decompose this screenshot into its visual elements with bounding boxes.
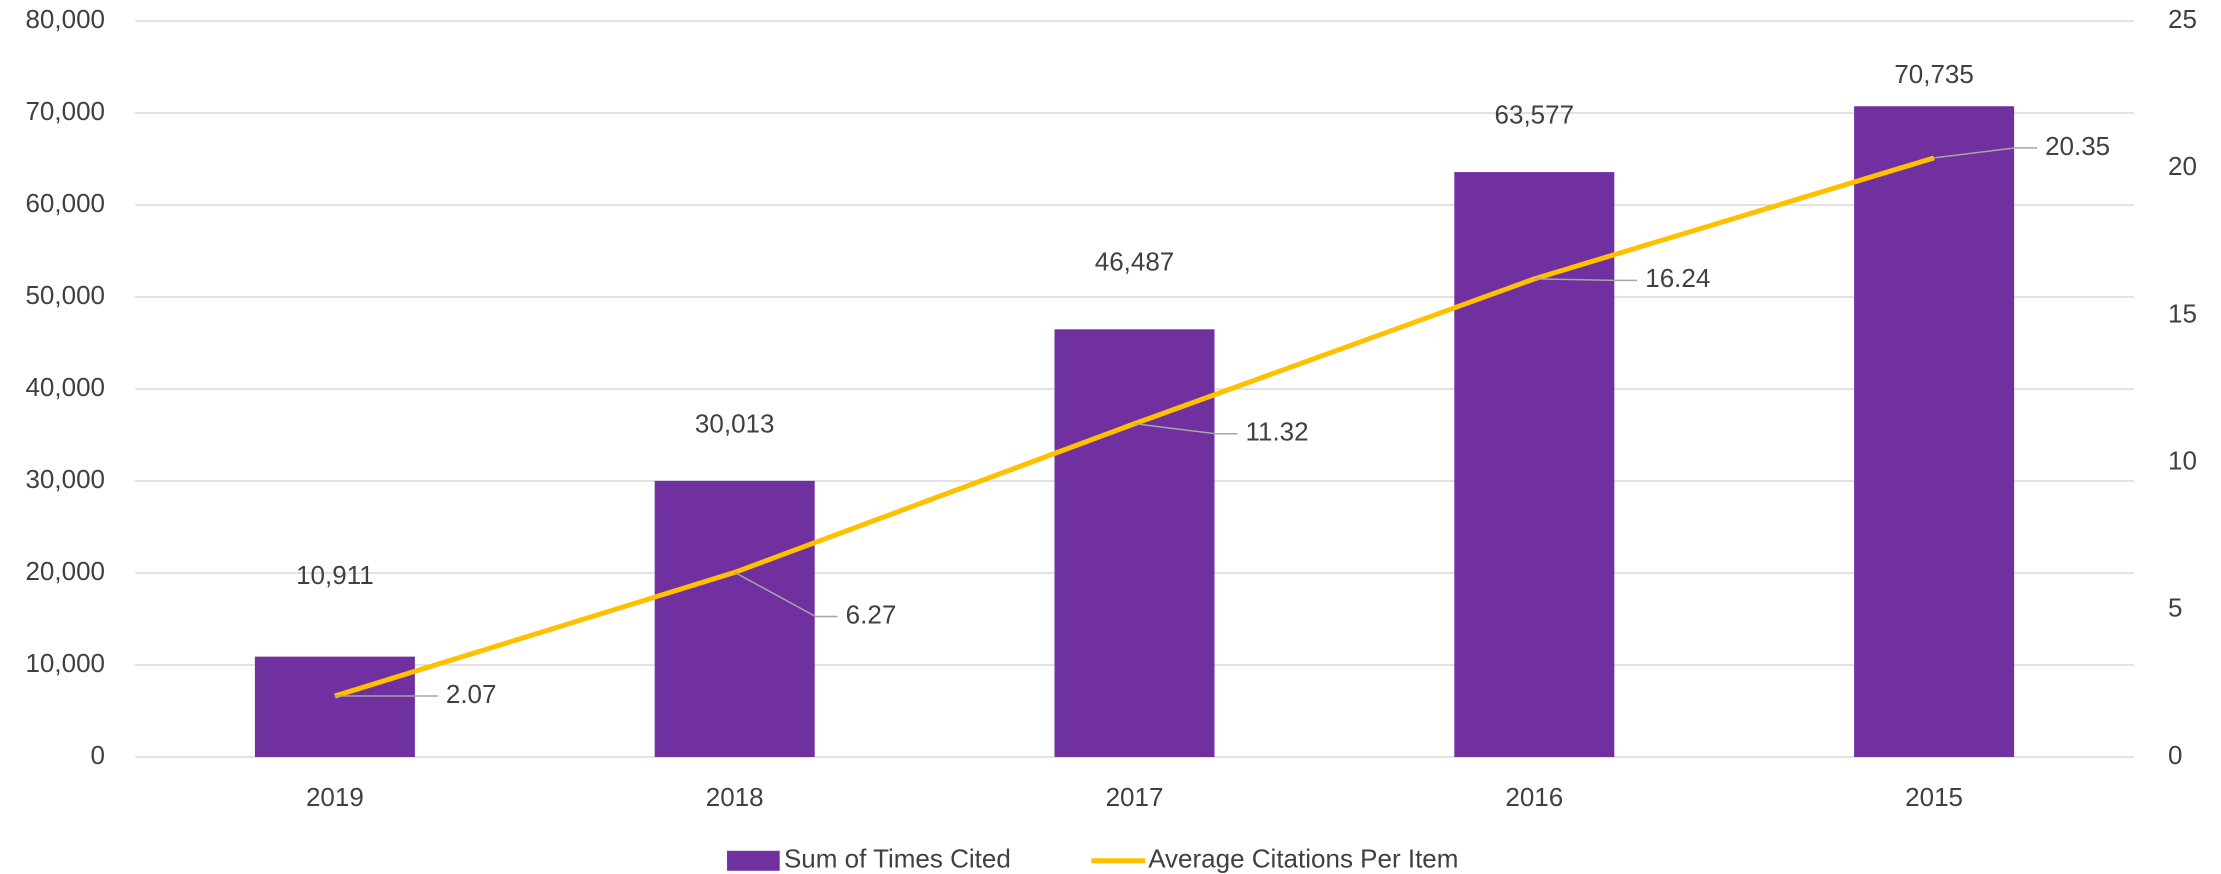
x-tick-label: 2019 <box>306 782 364 812</box>
data-label: 16.24 <box>1645 263 1710 293</box>
data-label: 30,013 <box>695 408 775 438</box>
bar <box>254 656 415 757</box>
data-label: 63,577 <box>1495 99 1575 129</box>
y-tick-label: 10,000 <box>25 648 105 678</box>
y2-tick-label: 25 <box>2168 4 2197 34</box>
data-label: 46,487 <box>1095 247 1175 277</box>
data-label: 2.07 <box>446 679 497 709</box>
bar <box>1454 172 1615 757</box>
y-tick-label: 70,000 <box>25 96 105 126</box>
leader-line <box>1534 278 1638 282</box>
data-label: 70,735 <box>1894 59 1974 89</box>
y-tick-label: 30,000 <box>25 464 105 494</box>
y-tick-label: 50,000 <box>25 280 105 310</box>
data-label: 20.35 <box>2045 131 2110 161</box>
y2-tick-label: 15 <box>2168 298 2197 328</box>
data-label: 10,911 <box>296 560 374 590</box>
y2-tick-label: 5 <box>2168 593 2182 623</box>
legend-label: Average Citations Per Item <box>1148 844 1458 874</box>
y2-tick-label: 10 <box>2168 445 2197 475</box>
y2-tick-label: 0 <box>2168 740 2182 770</box>
legend-label: Sum of Times Cited <box>784 844 1011 874</box>
leader-line <box>1134 422 1238 435</box>
x-tick-label: 2015 <box>1905 782 1963 812</box>
leader-line <box>734 571 838 618</box>
y2-tick-label: 20 <box>2168 151 2197 181</box>
x-tick-label: 2016 <box>1505 782 1563 812</box>
bar <box>1854 106 2015 758</box>
bar <box>1054 329 1215 757</box>
y-tick-label: 60,000 <box>25 188 105 218</box>
x-tick-label: 2018 <box>706 782 764 812</box>
x-tick-label: 2017 <box>1106 782 1164 812</box>
y-tick-label: 0 <box>91 740 105 770</box>
leader-line <box>1934 147 2038 159</box>
y-tick-label: 20,000 <box>25 556 105 586</box>
bar <box>654 480 815 757</box>
y-tick-label: 80,000 <box>25 4 105 34</box>
data-label: 11.32 <box>1245 417 1308 447</box>
legend-swatch <box>727 850 780 871</box>
y-tick-label: 40,000 <box>25 372 105 402</box>
data-label: 6.27 <box>846 599 897 629</box>
line <box>334 155 1935 699</box>
